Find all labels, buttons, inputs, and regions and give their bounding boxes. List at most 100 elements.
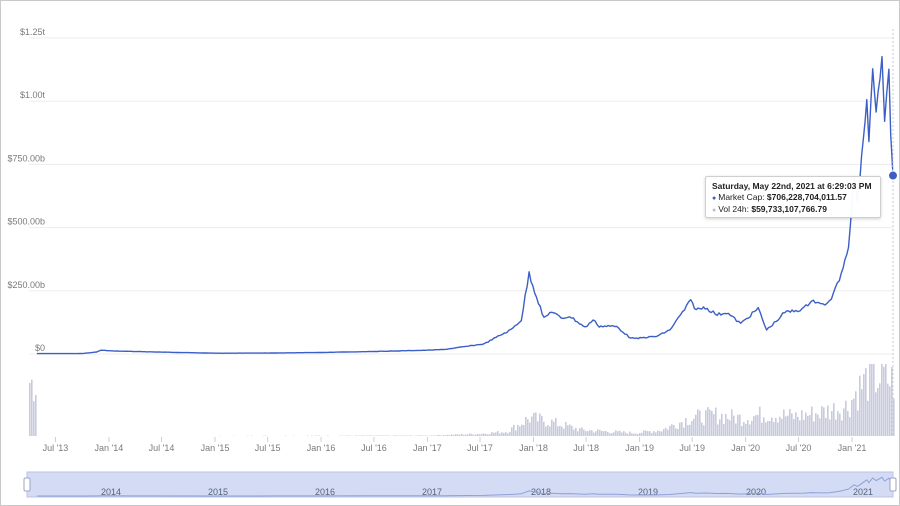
volume-bar <box>693 418 695 436</box>
volume-bar <box>767 420 769 436</box>
volume-bar <box>839 413 841 436</box>
volume-bar <box>505 432 507 436</box>
volume-bar <box>837 411 839 436</box>
volume-bar <box>685 418 687 436</box>
volume-bar <box>551 419 553 436</box>
volume-bar <box>613 432 615 436</box>
volume-bar <box>735 423 737 436</box>
volume-bar <box>387 435 389 436</box>
volume-bar <box>593 432 595 436</box>
x-tick-label: Jan '17 <box>413 443 442 453</box>
tooltip-date: Saturday, May 22nd, 2021 at 6:29:03 PM <box>712 181 872 191</box>
tooltip: Saturday, May 22nd, 2021 at 6:29:03 PM ●… <box>705 176 881 218</box>
volume-bar <box>507 433 509 436</box>
volume-bar <box>883 366 885 436</box>
volume-bar <box>807 415 809 436</box>
volume-bar <box>679 422 681 436</box>
volume-bar <box>461 433 463 436</box>
volume-bar <box>661 431 663 436</box>
tooltip-market-cap-label: Market Cap: <box>718 192 765 202</box>
volume-bar <box>489 434 491 436</box>
volume-bar <box>799 420 801 436</box>
volume-bar <box>751 420 753 436</box>
hover-point-marker <box>888 170 898 181</box>
navigator-selected-range <box>26 471 894 498</box>
volume-bar <box>569 424 571 436</box>
volume-bar <box>719 419 721 436</box>
volume-bar <box>815 413 817 436</box>
volume-bar <box>493 432 495 436</box>
volume-bar <box>529 422 531 436</box>
volume-bar <box>621 432 623 436</box>
volume-bar <box>481 433 483 436</box>
volume-bar <box>797 416 799 436</box>
volume-bar <box>877 388 879 436</box>
y-tick-label: $500.00b <box>7 217 45 227</box>
volume-bar <box>465 434 467 436</box>
volume-bar <box>809 414 811 436</box>
navigator-left-handle[interactable] <box>23 477 31 492</box>
volume-bar <box>369 435 371 436</box>
volume-bar <box>519 426 521 436</box>
navigator-year-label: 2016 <box>315 487 335 497</box>
navigator-year-label: 2017 <box>422 487 442 497</box>
volume-bar <box>823 407 825 436</box>
volume-bar <box>575 427 577 436</box>
volume-bar <box>571 425 573 436</box>
volume-bar <box>425 435 427 436</box>
volume-bar <box>891 367 893 436</box>
volume-bar <box>491 432 493 436</box>
x-tick-label: Jul '13 <box>43 443 69 453</box>
volume-bar <box>725 414 727 436</box>
volume-bar <box>587 431 589 436</box>
volume-bar <box>597 429 599 436</box>
volume-bar <box>643 430 645 436</box>
volume-bar <box>379 435 381 436</box>
volume-bar <box>457 434 459 436</box>
volume-bar <box>591 430 593 436</box>
volume-bar <box>681 422 683 436</box>
tooltip-volume-value: $59,733,107,766.79 <box>751 204 827 214</box>
volume-bar <box>881 364 883 436</box>
navigator-right-handle[interactable] <box>889 477 897 492</box>
volume-bar <box>833 403 835 436</box>
volume-bar <box>825 417 827 436</box>
volume-bar <box>463 434 465 436</box>
volume-bar <box>511 427 513 436</box>
x-tick-label: Jul '18 <box>573 443 599 453</box>
volume-bar <box>547 425 549 436</box>
x-tick-label: Jan '16 <box>307 443 336 453</box>
volume-bar <box>561 426 563 436</box>
volume-bar <box>831 411 833 436</box>
volume-bar <box>495 432 497 436</box>
volume-bar <box>665 427 667 436</box>
volume-bar <box>821 406 823 436</box>
y-tick-label: $1.25t <box>20 27 46 37</box>
volume-bar <box>499 433 501 436</box>
volume-bar <box>779 416 781 436</box>
volume-bar <box>769 421 771 436</box>
volume-bar <box>849 417 851 436</box>
volume-bar <box>449 435 451 436</box>
volume-bar <box>847 411 849 436</box>
volume-bar <box>773 421 775 436</box>
volume-bar <box>557 426 559 436</box>
volume-bar <box>447 434 449 436</box>
volume-bar <box>579 428 581 436</box>
x-tick-label: Jul '15 <box>255 443 281 453</box>
volume-bar <box>531 416 533 436</box>
volume-bar <box>789 409 791 436</box>
volume-bar <box>541 415 543 436</box>
volume-bar <box>857 410 859 436</box>
volume-bar <box>871 364 873 436</box>
volume-bar <box>671 424 673 436</box>
volume-bar <box>745 423 747 436</box>
volume-bar <box>859 375 861 436</box>
volume-bar <box>669 425 671 436</box>
volume-bar <box>795 412 797 436</box>
volume-bar <box>581 427 583 436</box>
x-tick-label: Jan '20 <box>731 443 760 453</box>
volume-bar <box>565 421 567 436</box>
volume-bar <box>477 433 479 436</box>
volume-bar <box>699 410 701 436</box>
